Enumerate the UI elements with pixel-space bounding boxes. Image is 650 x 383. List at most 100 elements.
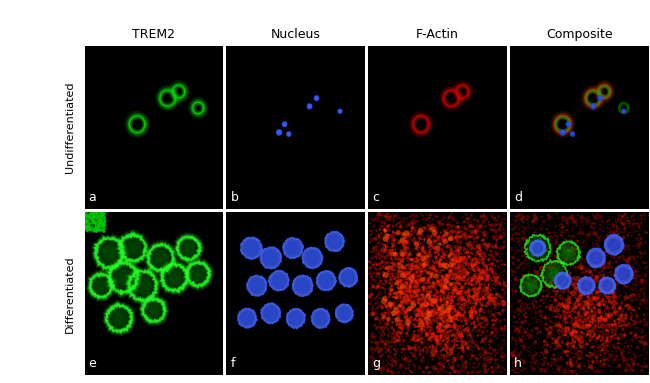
Point [500,287,510,293]
Point [470,324,480,331]
Point [500,262,510,268]
Point [506,235,517,241]
Polygon shape [535,245,540,251]
Point [408,257,418,263]
Point [469,277,480,283]
Point [497,353,507,359]
Point [443,267,453,273]
Point [407,303,417,309]
Point [478,286,489,292]
Point [447,270,458,276]
Point [558,295,568,301]
Point [552,353,562,359]
Point [439,228,450,234]
Point [443,340,453,346]
Point [81,226,92,232]
Point [548,332,558,338]
Polygon shape [111,309,127,327]
Point [365,324,375,330]
Point [481,264,491,270]
Point [419,256,429,262]
Point [562,309,573,316]
Point [412,245,423,251]
Point [595,289,605,295]
Point [376,231,386,237]
Point [528,354,538,360]
Point [539,355,549,361]
Point [408,316,418,322]
Point [467,245,478,251]
Point [471,296,482,303]
Point [543,361,554,367]
Point [373,315,384,321]
Point [619,332,630,338]
Point [616,308,626,314]
Point [630,278,641,284]
Point [391,313,401,319]
Point [603,354,614,360]
Point [94,218,104,224]
Polygon shape [564,248,573,258]
Point [440,347,450,353]
Point [638,327,648,333]
Point [398,306,409,312]
Point [394,324,404,330]
Point [567,363,577,369]
Point [552,366,562,372]
Point [365,287,376,293]
Point [614,231,625,237]
Point [379,338,389,344]
Point [618,214,628,220]
Point [89,228,99,234]
Point [475,296,486,302]
Point [571,287,581,293]
Point [445,236,455,242]
Point [557,339,567,345]
Point [385,368,396,375]
Point [460,306,471,312]
Point [386,343,396,349]
Point [639,229,649,236]
Point [590,302,600,308]
Point [424,286,434,292]
Point [470,261,480,267]
Point [560,313,570,319]
Point [486,301,496,308]
Point [454,304,465,311]
Point [525,357,536,363]
Point [380,345,391,352]
Point [638,322,649,329]
Point [499,299,509,305]
Point [593,321,603,327]
Point [438,281,448,287]
Point [575,311,586,318]
Point [420,277,430,283]
Point [556,233,567,239]
Point [622,231,632,237]
Point [624,337,634,343]
Point [488,332,499,339]
Point [99,223,109,229]
Point [416,317,426,323]
Point [498,272,508,278]
Point [438,293,448,299]
Point [600,249,610,255]
Point [543,229,553,236]
Point [389,333,399,339]
Point [589,303,599,309]
Point [413,257,423,263]
Point [601,237,612,243]
Point [497,282,508,288]
Point [463,290,474,296]
Point [429,332,439,338]
Point [455,259,465,265]
Point [550,260,560,266]
Point [398,250,408,257]
Point [441,324,451,330]
Point [408,303,418,309]
Point [637,334,647,340]
Point [425,287,436,293]
Point [433,268,443,274]
Point [546,363,556,369]
Point [395,319,405,326]
